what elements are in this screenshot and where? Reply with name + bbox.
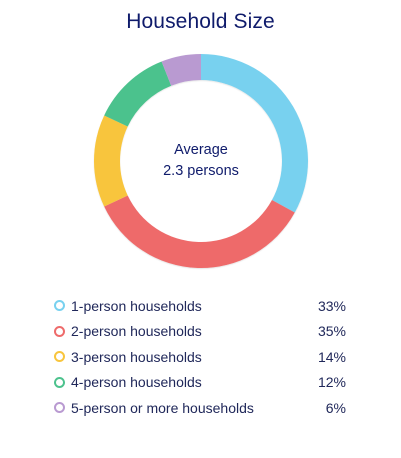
- legend-item: 2-person households 35%: [54, 319, 346, 345]
- legend-label: 2-person households: [71, 323, 202, 340]
- legend-value: 6%: [325, 399, 346, 416]
- slice-4: [104, 61, 172, 127]
- legend-marker-icon: [54, 300, 65, 312]
- legend-marker-icon: [54, 376, 65, 388]
- slice-5: [161, 54, 201, 86]
- legend-item: 4-person households 12%: [54, 370, 346, 396]
- legend-item: 5-person or more households 6%: [54, 395, 346, 421]
- legend-marker-icon: [54, 402, 65, 414]
- legend-marker-icon: [54, 351, 65, 363]
- legend-value: 14%: [317, 348, 346, 365]
- legend-label: 1-person households: [71, 297, 202, 314]
- legend-value: 33%: [317, 297, 346, 314]
- donut-chart: Average 2.3 persons: [92, 52, 310, 270]
- legend: 1-person households 33% 2-person household…: [54, 293, 346, 421]
- legend-label: 5-person or more households: [71, 399, 254, 416]
- average-value: 2.3 persons: [163, 163, 239, 179]
- legend-item: 3-person households 14%: [54, 344, 346, 370]
- average-caption: Average: [174, 142, 228, 158]
- donut-chart-svg: [93, 54, 308, 269]
- legend-item: 1-person households 33%: [54, 293, 346, 319]
- slice-2: [104, 195, 295, 269]
- slice-3: [93, 115, 128, 207]
- average-label: Average 2.3 persons: [92, 140, 310, 182]
- legend-marker-icon: [54, 325, 65, 337]
- chart-title: Household Size: [126, 10, 275, 33]
- legend-value: 35%: [317, 323, 346, 340]
- legend-label: 4-person households: [71, 374, 202, 391]
- legend-value: 12%: [317, 374, 346, 391]
- slice-1: [201, 54, 308, 213]
- legend-label: 3-person households: [71, 348, 202, 365]
